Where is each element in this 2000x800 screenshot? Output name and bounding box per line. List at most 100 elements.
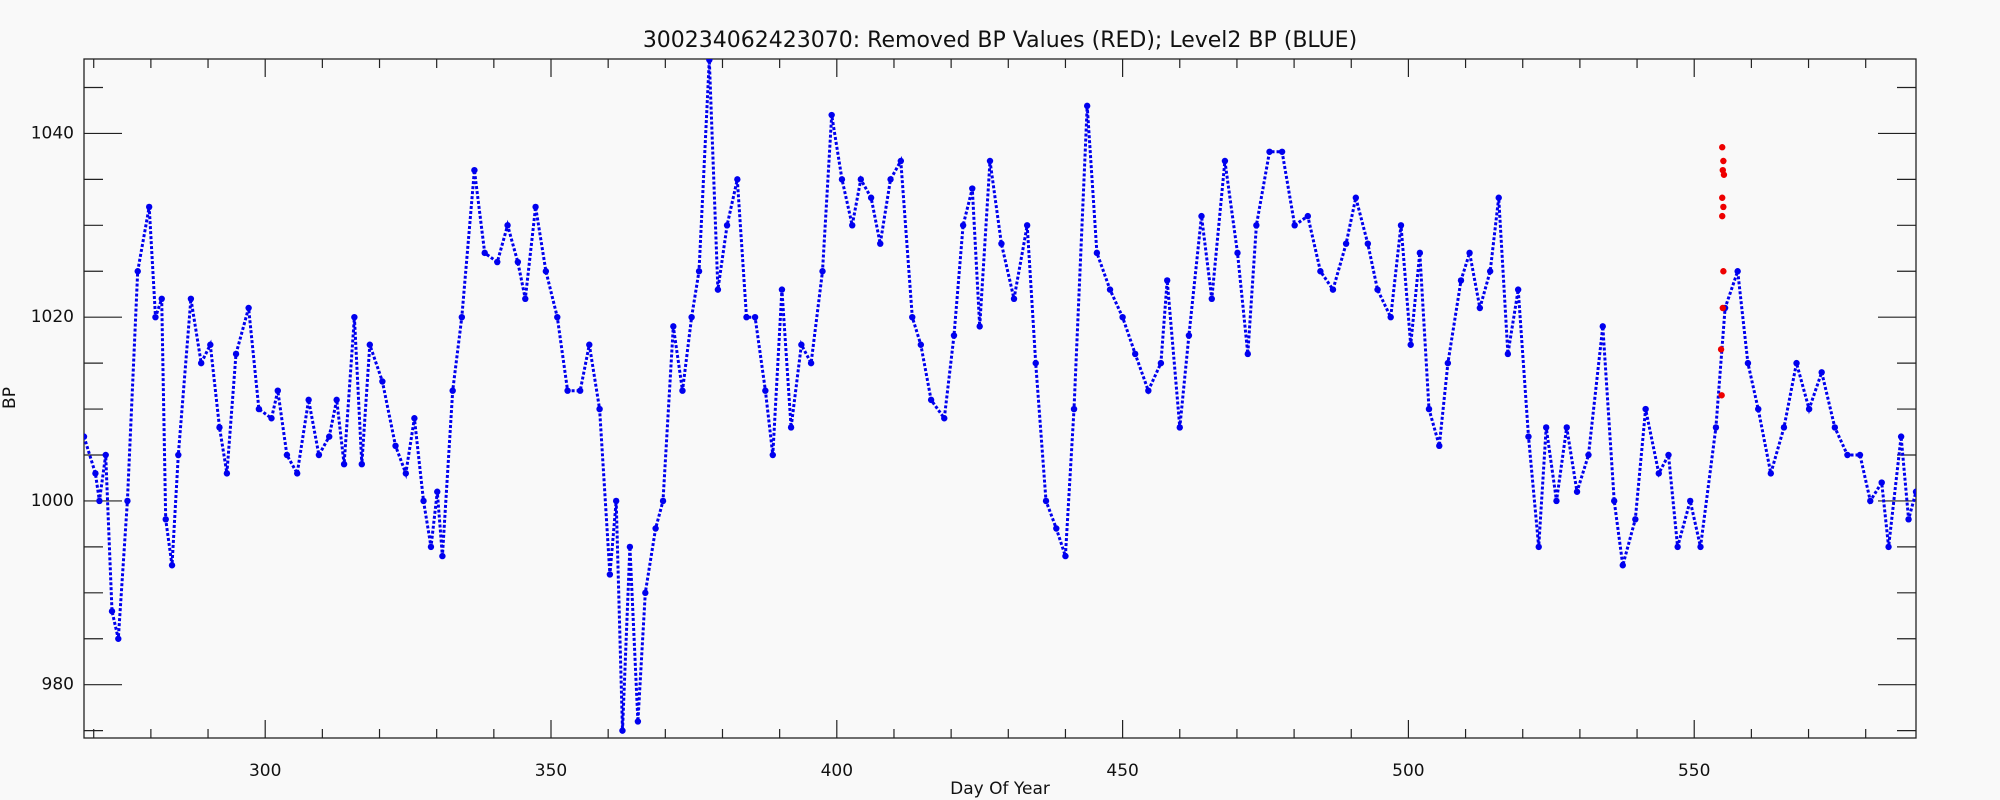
data-point — [333, 396, 340, 404]
x-tick-label: 450 — [1106, 761, 1138, 781]
data-point — [762, 387, 769, 394]
data-point — [998, 240, 1005, 247]
data-point — [152, 313, 159, 321]
data-point — [787, 424, 795, 431]
data-point — [1342, 240, 1350, 247]
data-point — [102, 451, 109, 459]
data-point — [392, 442, 399, 450]
data-point — [1042, 497, 1050, 505]
data-point — [1573, 488, 1581, 495]
data-point — [1867, 497, 1874, 505]
data-point — [1070, 405, 1078, 413]
data-point — [162, 516, 169, 523]
data-point — [1687, 497, 1694, 505]
data-point — [1755, 405, 1762, 413]
data-point — [216, 424, 223, 431]
data-point — [986, 157, 994, 165]
data-point — [679, 387, 686, 394]
data-point — [197, 359, 205, 367]
data-point — [168, 562, 176, 569]
data-point — [1476, 304, 1484, 312]
data-point — [1131, 350, 1139, 358]
data-point — [84, 433, 88, 440]
data-point — [909, 313, 916, 321]
data-point — [1912, 488, 1916, 495]
data-point — [514, 258, 522, 266]
data-point — [427, 543, 435, 551]
data-point — [326, 433, 333, 440]
data-point — [1563, 424, 1570, 431]
data-point — [596, 405, 603, 413]
data-point — [1719, 194, 1726, 201]
data-point — [1535, 543, 1542, 551]
data-point — [315, 451, 323, 459]
data-point — [305, 396, 312, 404]
data-point — [255, 405, 263, 413]
data-point — [1734, 268, 1741, 275]
data-point — [1610, 497, 1618, 505]
data-point — [586, 341, 593, 348]
data-point — [1436, 442, 1443, 450]
data-point — [838, 176, 846, 183]
data-point — [1599, 323, 1606, 330]
data-point — [1719, 144, 1726, 151]
data-point — [340, 460, 348, 468]
data-point — [849, 222, 856, 229]
data-point — [769, 451, 776, 459]
data-point — [458, 313, 466, 321]
data-point — [1619, 562, 1626, 569]
y-tick-label: 1040 — [31, 123, 74, 143]
data-point — [1062, 552, 1069, 560]
data-point — [1032, 359, 1039, 367]
data-point — [1234, 249, 1241, 257]
data-point — [1466, 249, 1473, 257]
data-point — [1885, 543, 1892, 551]
data-point — [897, 157, 905, 165]
data-point — [1697, 543, 1704, 551]
data-point — [1767, 470, 1775, 477]
data-point — [1364, 240, 1372, 247]
data-point — [969, 185, 976, 192]
data-point — [1514, 286, 1522, 293]
data-point — [1720, 268, 1727, 275]
data-point — [439, 552, 446, 560]
data-point — [358, 460, 366, 468]
data-point — [1831, 424, 1839, 431]
y-tick-label: 1000 — [31, 491, 74, 511]
data-point — [857, 176, 865, 183]
data-point — [504, 222, 511, 229]
data-point — [1878, 479, 1885, 486]
data-point — [941, 415, 948, 422]
data-point — [819, 268, 826, 275]
data-point — [1198, 212, 1205, 220]
data-point — [1425, 405, 1433, 413]
data-point — [887, 176, 894, 183]
data-point — [274, 387, 281, 394]
data-point — [1244, 350, 1251, 358]
data-point — [1163, 277, 1171, 284]
data-point — [411, 415, 418, 422]
data-point — [807, 359, 815, 367]
data-point — [1905, 516, 1912, 523]
data-point — [1208, 295, 1215, 303]
data-point — [1719, 304, 1726, 312]
data-point — [124, 497, 131, 505]
data-point — [659, 497, 667, 505]
data-point — [175, 451, 182, 459]
data-point — [145, 203, 153, 211]
data-point — [449, 387, 456, 394]
data-point — [1720, 203, 1727, 211]
data-point — [670, 323, 677, 330]
data-point — [688, 313, 695, 321]
data-point — [927, 396, 935, 404]
data-point — [959, 222, 967, 229]
x-tick-label: 300 — [249, 761, 281, 781]
data-point — [1221, 157, 1229, 165]
data-point — [532, 203, 539, 211]
data-point — [950, 332, 958, 339]
data-point — [798, 341, 805, 348]
data-point — [1632, 516, 1639, 523]
data-point — [1444, 359, 1452, 367]
data-point — [542, 268, 550, 275]
